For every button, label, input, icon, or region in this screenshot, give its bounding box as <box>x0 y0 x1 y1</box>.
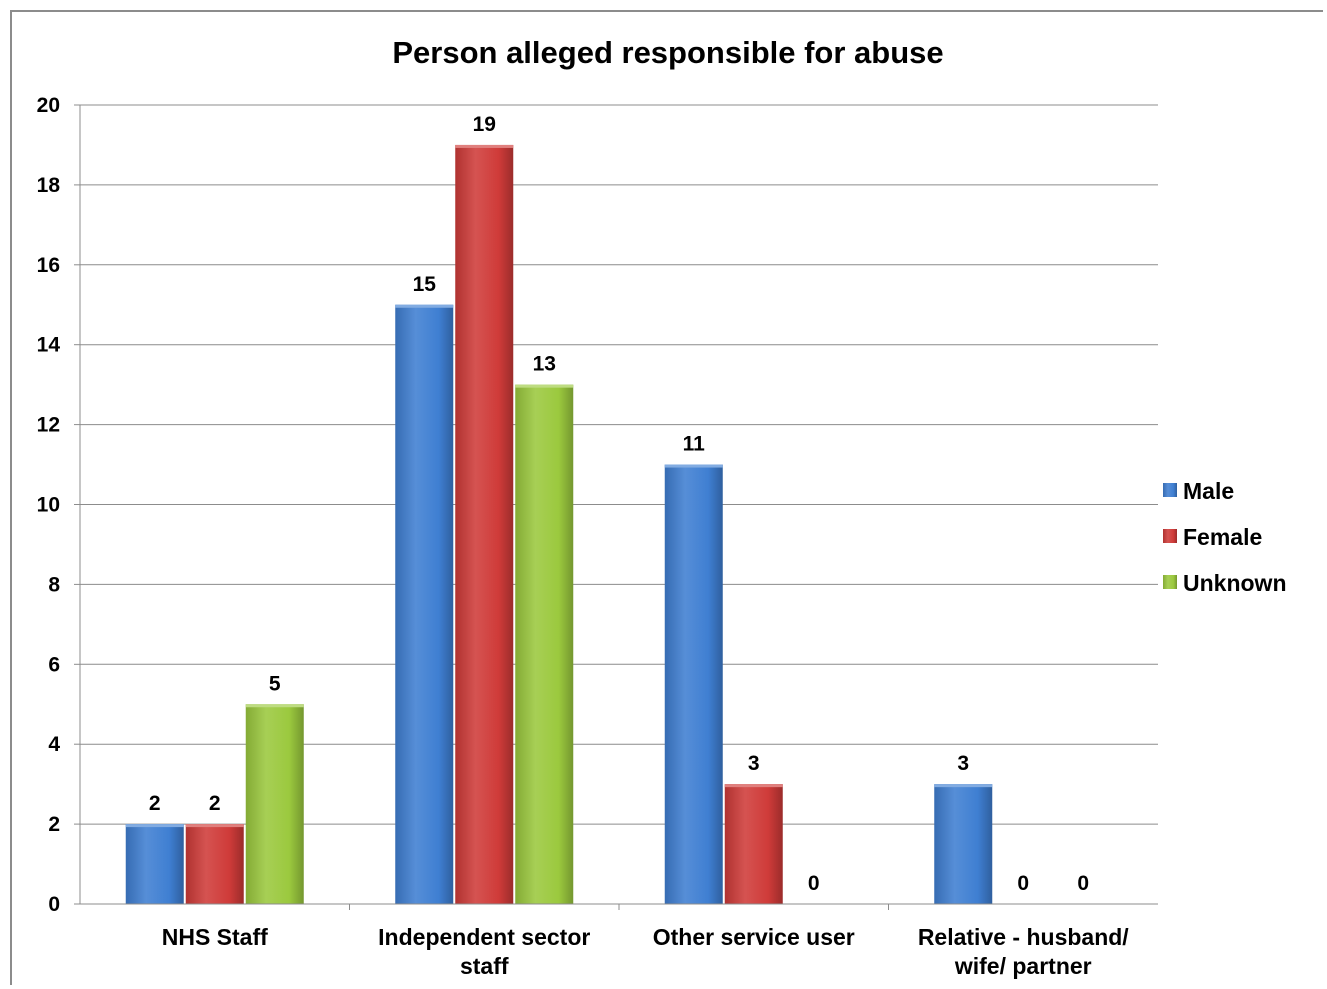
legend-swatch-female <box>1163 529 1177 543</box>
legend-label-unknown: Unknown <box>1183 570 1287 596</box>
bar-female-2 <box>724 784 783 904</box>
data-label: 3 <box>957 752 969 775</box>
y-tick-label: 6 <box>48 653 60 676</box>
y-tick-label: 14 <box>37 334 61 357</box>
legend-swatch-unknown <box>1163 575 1177 589</box>
bar-cap <box>455 144 514 148</box>
data-label: 2 <box>209 792 221 815</box>
x-category-label: Relative - husband/ <box>918 924 1129 950</box>
legend-label-male: Male <box>1183 478 1234 504</box>
x-category-label: NHS Staff <box>162 924 268 950</box>
bar-cap <box>664 464 723 468</box>
gridlines <box>80 104 1158 905</box>
bar-female-1 <box>455 144 514 904</box>
chart-area <box>10 10 1323 985</box>
bar-cap <box>515 384 574 388</box>
y-tick-label: 20 <box>37 94 60 117</box>
data-label: 5 <box>269 672 281 695</box>
data-label: 13 <box>533 353 556 376</box>
data-label: 0 <box>1077 872 1089 895</box>
data-label: 3 <box>748 752 760 775</box>
x-category-label: Independent sector <box>378 924 590 950</box>
bar-cap <box>934 784 993 788</box>
chart-title: Person alleged responsible for abuse <box>392 35 943 70</box>
data-label: 2 <box>149 792 161 815</box>
bar-cap <box>245 704 304 708</box>
data-label: 19 <box>473 113 496 136</box>
y-tick-label: 8 <box>48 573 60 596</box>
y-axis: 0 2 4 6 8 10 12 14 16 18 20 <box>37 94 81 916</box>
x-category-label: staff <box>460 953 509 979</box>
bar-cap <box>125 824 184 828</box>
data-label: 11 <box>683 433 706 456</box>
y-tick-label: 18 <box>37 174 61 197</box>
bar-unknown-1 <box>515 384 574 904</box>
bars <box>125 144 993 904</box>
data-label: 15 <box>413 273 437 296</box>
y-tick-label: 10 <box>37 494 60 517</box>
bar-male-2 <box>664 464 723 904</box>
bar-male-3 <box>934 784 993 904</box>
y-tick-label: 2 <box>48 813 60 836</box>
bar-female-0 <box>185 824 244 904</box>
bar-unknown-0 <box>245 704 304 904</box>
legend-label-female: Female <box>1183 524 1262 550</box>
bar-cap <box>395 304 454 308</box>
bar-cap <box>185 824 244 828</box>
legend: Male Female Unknown <box>1163 478 1287 596</box>
bar-male-0 <box>125 824 184 904</box>
x-category-label: wife/ partner <box>954 953 1092 979</box>
legend-swatch-male <box>1163 483 1177 497</box>
data-labels: 2 2 5 15 19 13 11 3 0 3 0 0 <box>149 113 1089 895</box>
x-axis: NHS Staff Independent sector staff Other se… <box>80 903 1158 979</box>
y-tick-label: 12 <box>37 414 60 437</box>
bar-cap <box>724 784 783 788</box>
y-tick-label: 0 <box>48 893 60 916</box>
y-tick-label: 16 <box>37 254 60 277</box>
data-label: 0 <box>808 872 820 895</box>
y-tick-label: 4 <box>48 733 60 756</box>
data-label: 0 <box>1017 872 1029 895</box>
x-category-label: Other service user <box>653 924 855 950</box>
bar-male-1 <box>395 304 454 904</box>
